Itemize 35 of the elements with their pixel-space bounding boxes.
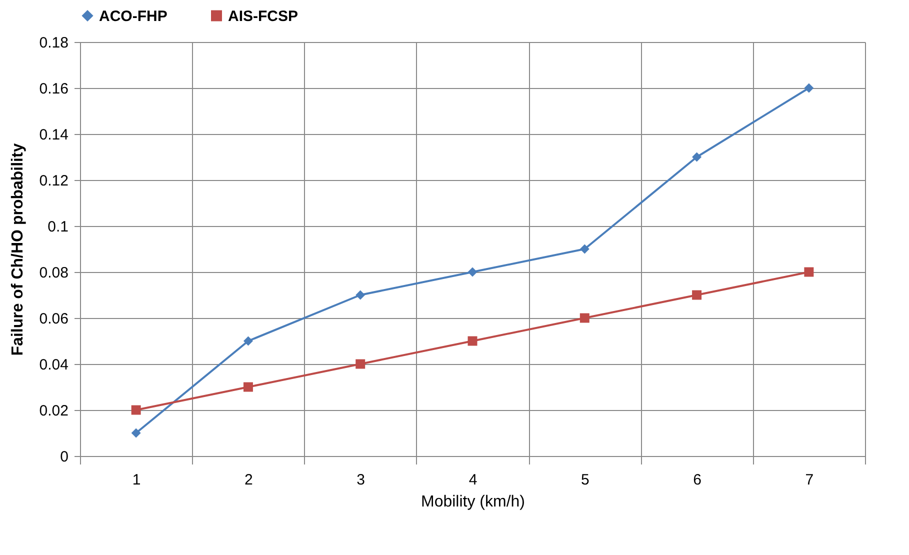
point bbox=[580, 244, 590, 254]
y-tick-label: 0 bbox=[60, 448, 68, 466]
x-tick-label: 5 bbox=[580, 472, 590, 488]
y-tick-label: 0.04 bbox=[39, 356, 68, 374]
y-axis-title: Failure of Ch/HO probability bbox=[9, 143, 26, 356]
point bbox=[468, 336, 478, 346]
x-tick-label: 4 bbox=[468, 472, 478, 488]
y-tick-label: 0.18 bbox=[39, 34, 68, 52]
x-tick-label: 6 bbox=[693, 472, 702, 488]
point bbox=[356, 359, 366, 369]
x-tick-label: 2 bbox=[244, 472, 253, 488]
x-axis-title: Mobility (km/h) bbox=[420, 494, 526, 510]
point bbox=[468, 267, 478, 277]
y-tick-label: 0.14 bbox=[39, 126, 68, 144]
point bbox=[243, 382, 253, 392]
point bbox=[692, 152, 702, 162]
y-tick-label: 0.06 bbox=[39, 310, 68, 328]
point bbox=[131, 428, 141, 438]
legend-label: AIS-FCSP bbox=[228, 8, 298, 25]
y-tick-label: 0.12 bbox=[39, 172, 68, 190]
point bbox=[243, 336, 253, 346]
x-tick-label: 1 bbox=[132, 472, 141, 488]
y-tick-label: 0.02 bbox=[39, 402, 68, 420]
point bbox=[804, 83, 814, 93]
x-tick-label: 3 bbox=[356, 472, 366, 488]
point bbox=[804, 267, 814, 277]
point bbox=[131, 405, 141, 415]
point bbox=[580, 313, 590, 323]
point bbox=[356, 290, 366, 300]
y-tick-label: 0.16 bbox=[39, 80, 68, 98]
point bbox=[692, 290, 702, 300]
legend-label: ACO-FHP bbox=[99, 8, 168, 25]
y-tick-label: 0.08 bbox=[39, 264, 68, 282]
y-tick-label: 0.1 bbox=[48, 218, 68, 236]
x-tick-label: 7 bbox=[805, 472, 814, 488]
